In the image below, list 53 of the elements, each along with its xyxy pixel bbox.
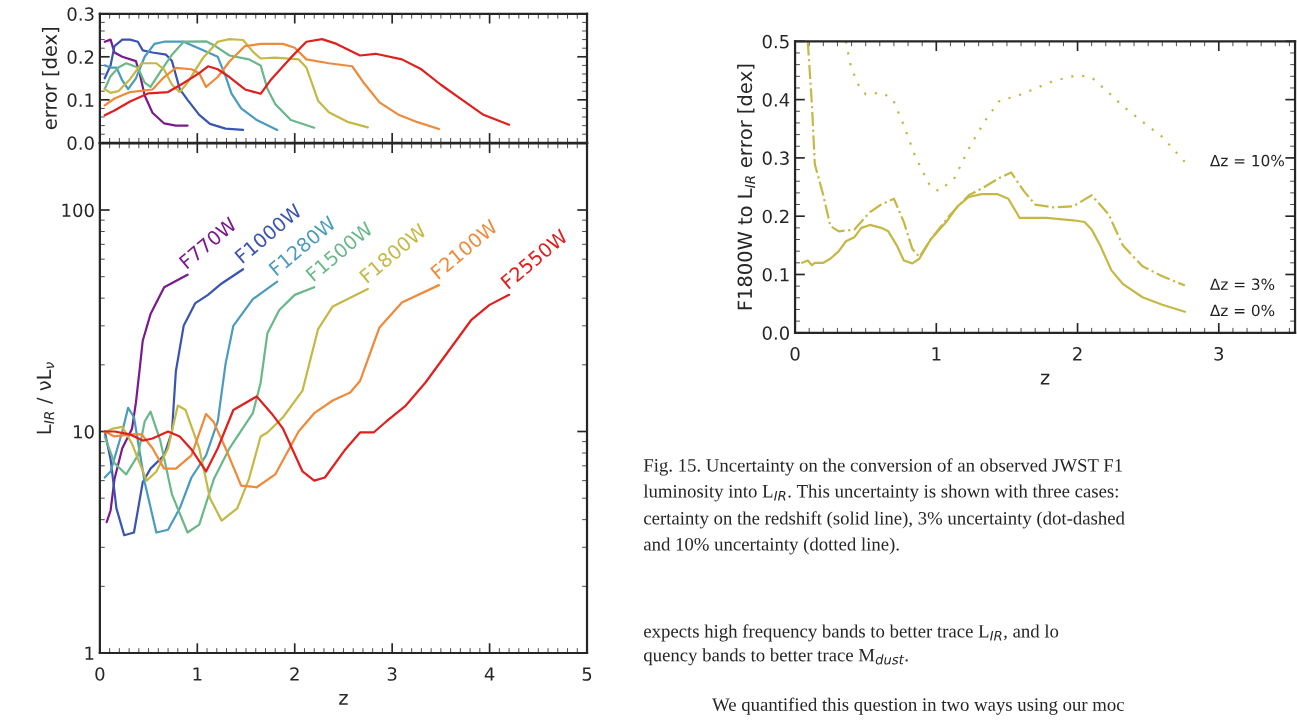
line-series <box>103 38 511 126</box>
y-tick-label: 0.1 <box>762 267 789 282</box>
line-series <box>103 284 441 489</box>
y-tick-label: 0.1 <box>67 93 94 107</box>
series-label: Δz = 0% <box>1210 304 1275 317</box>
x-tick-label: 1 <box>932 347 941 361</box>
line-series <box>105 273 189 524</box>
x-axis-title: z <box>339 694 348 705</box>
x-tick-label: 2 <box>290 667 299 681</box>
caption: Fig. 15. Uncertainty on the conversion of an observed JWST F1 <box>643 458 1122 476</box>
line-series <box>103 38 369 129</box>
text: We quantified this question in two ways using our moc <box>712 697 1124 715</box>
x-tick-label: 3 <box>1214 346 1224 361</box>
y-tick-label: 0.5 <box>762 34 789 49</box>
y-tick-label: 0.0 <box>762 326 789 340</box>
line-series <box>103 38 189 127</box>
text: expects high frequency bands to better trace L$_{IR}$, and lo <box>644 624 1059 642</box>
line-series <box>103 286 316 534</box>
y-tick-label: 1 <box>85 646 94 660</box>
line-series <box>103 287 369 522</box>
y-tick-label: 0.0 <box>67 136 94 150</box>
line-series <box>103 40 316 129</box>
line-series <box>103 293 511 482</box>
y-axis-title: L$_{IR}$ / νL$_{ν}$ <box>36 362 55 434</box>
y-axis-title: error [dex] <box>41 28 60 130</box>
y-tick-label: 100 <box>62 203 94 218</box>
text: luminosity into L$_{IR}$. This uncertainty is shown with three cases: <box>643 484 1118 502</box>
series-label: Δz = 3% <box>1210 278 1275 290</box>
y-tick-label: 10 <box>74 424 94 439</box>
text: quency bands to better trace M$_{dust}$. <box>643 648 908 666</box>
x-tick-label: 0 <box>95 667 105 681</box>
x-axis-title: z <box>1040 373 1050 385</box>
series-label: Δz = 10% <box>1210 154 1284 167</box>
line-series <box>844 41 1186 193</box>
y-tick-label: 0.3 <box>67 7 94 21</box>
x-tick-label: 2 <box>1073 346 1082 361</box>
y-axis-title: F1800W to L$_{IR}$ error [dex] <box>737 64 756 310</box>
x-tick-label: 0 <box>790 346 800 361</box>
text: certainty on the redshift (solid line), 3% uncertainty (dot-dashed <box>644 511 1125 529</box>
x-tick-label: 4 <box>484 667 495 681</box>
y-tick-label: 0.3 <box>762 151 789 166</box>
text: and 10% uncertainty (dotted line). <box>643 537 899 555</box>
line-series <box>103 268 245 537</box>
line-series <box>103 280 279 534</box>
line-series <box>103 40 279 132</box>
y-tick-label: 0.4 <box>762 93 790 107</box>
line-series <box>103 38 245 132</box>
y-tick-label: 0.2 <box>67 50 94 64</box>
x-tick-label: 5 <box>582 667 592 681</box>
x-tick-label: 1 <box>193 667 202 681</box>
x-tick-label: 3 <box>387 667 397 681</box>
y-tick-label: 0.2 <box>762 209 789 224</box>
line-series <box>103 42 441 131</box>
